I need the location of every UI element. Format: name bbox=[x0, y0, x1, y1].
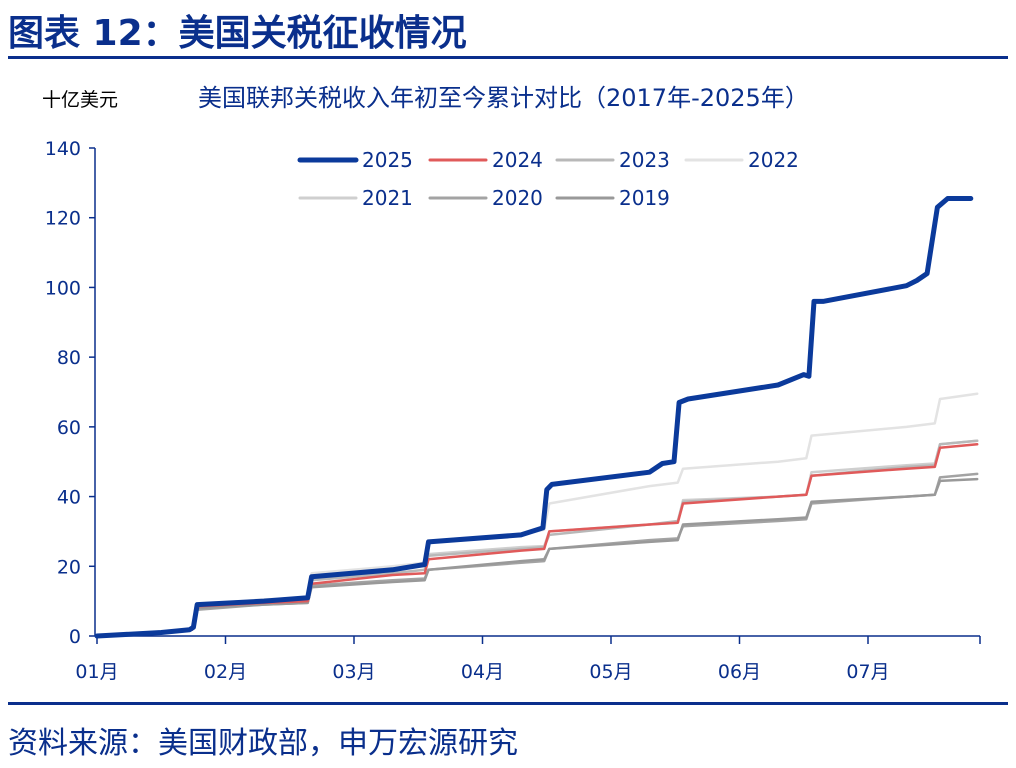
series-layer bbox=[94, 196, 979, 639]
x-tick-label: 06月 bbox=[718, 661, 761, 683]
y-tick-label: 80 bbox=[57, 347, 81, 369]
title-rule bbox=[8, 56, 1008, 59]
legend-label-2019: 2019 bbox=[619, 186, 670, 210]
legend-label-2023: 2023 bbox=[619, 148, 670, 172]
x-tick-label: 03月 bbox=[332, 661, 375, 683]
unit-label: 十亿美元 bbox=[42, 89, 118, 111]
legend: 2025 2024 2023 2022 2021 2020 2019 bbox=[297, 148, 799, 210]
y-tick-label: 0 bbox=[69, 626, 81, 648]
x-tick-label: 04月 bbox=[461, 661, 504, 683]
y-tick-label: 20 bbox=[57, 556, 81, 578]
source-rule bbox=[8, 702, 1008, 705]
y-tick-label: 60 bbox=[57, 417, 81, 439]
x-tick-label: 05月 bbox=[589, 661, 632, 683]
series-line-2020 bbox=[95, 472, 979, 638]
legend-label-2020: 2020 bbox=[492, 186, 543, 210]
y-tick-label: 100 bbox=[45, 277, 81, 299]
x-tick-label: 07月 bbox=[846, 661, 889, 683]
figure-title: 图表 12：美国关税征收情况 bbox=[8, 13, 467, 54]
y-tick-label: 40 bbox=[57, 487, 81, 509]
legend-label-2022: 2022 bbox=[748, 148, 799, 172]
legend-label-2024: 2024 bbox=[492, 148, 543, 172]
y-tick-label: 140 bbox=[45, 138, 81, 160]
axes: 0 20 40 60 80 100 120 140 01月 02月 03月 04月 05月 06月 07月 bbox=[45, 138, 981, 683]
x-tick-label: 01月 bbox=[75, 661, 118, 683]
y-tick-label: 120 bbox=[45, 208, 81, 230]
series-line-2019 bbox=[95, 477, 979, 638]
chart-title: 美国联邦关税收入年初至今累计对比（2017年-2025年） bbox=[198, 84, 809, 112]
series-line-2022 bbox=[95, 392, 979, 638]
source-note: 资料来源：美国财政部，申万宏源研究 bbox=[8, 726, 518, 761]
series-line-2025 bbox=[94, 196, 974, 639]
legend-label-2025: 2025 bbox=[362, 148, 413, 172]
x-tick-label: 02月 bbox=[204, 661, 247, 683]
legend-label-2021: 2021 bbox=[362, 186, 413, 210]
line-chart: 十亿美元 美国联邦关税收入年初至今累计对比（2017年-2025年） 0 20 40… bbox=[42, 84, 981, 683]
